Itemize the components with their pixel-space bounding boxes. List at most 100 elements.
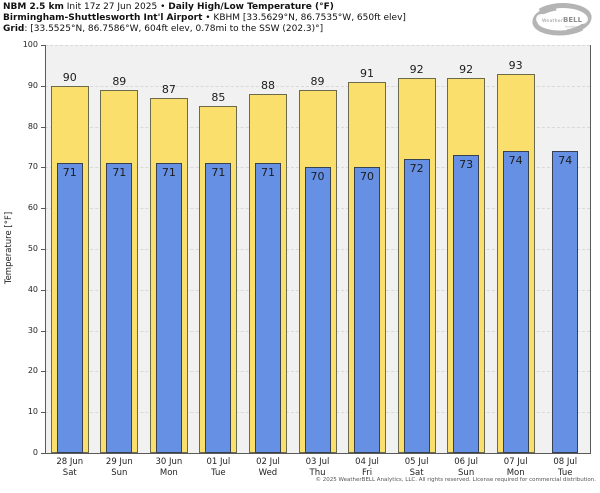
low-value-label: 70 [360, 170, 375, 184]
init-time: Init 17z 27 Jun 2025 • [63, 2, 169, 12]
grid-label: Grid [3, 23, 25, 34]
low-value-label: 70 [310, 170, 325, 184]
low-value-label: 71 [62, 166, 77, 180]
x-axis-line [45, 453, 591, 454]
x-tick-day: Mon [506, 468, 525, 478]
header-line-3: Grid: [33.5525°N, 86.7586°W, 604ft elev,… [3, 24, 406, 35]
x-tick-date: 05 Jul [404, 457, 429, 467]
y-tick-label: 40 [27, 284, 38, 294]
low-value-label: 71 [161, 166, 176, 180]
low-bar [205, 163, 232, 453]
high-value-label: 92 [409, 62, 424, 76]
y-tick-mark [41, 289, 45, 291]
y-tick-label: 70 [27, 162, 38, 172]
chart-header: NBM 2.5 km Init 17z 27 Jun 2025 • Daily … [3, 2, 406, 34]
high-value-label: 89 [112, 74, 127, 88]
y-tick-mark [41, 126, 45, 128]
low-value-label: 71 [112, 166, 127, 180]
x-tick-day: Tue [211, 468, 226, 478]
low-value-label: 72 [409, 162, 424, 176]
low-bar [502, 151, 529, 453]
y-tick-mark [41, 371, 45, 373]
header-line-2: Birmingham-Shuttlesworth Int'l Airport •… [3, 13, 406, 24]
y-tick-mark [41, 208, 45, 210]
high-value-label: 88 [260, 78, 275, 92]
y-tick-mark [41, 453, 45, 454]
low-bar [403, 159, 430, 453]
logo-text-band [536, 14, 588, 24]
station-name: Birmingham-Shuttlesworth Int'l Airport [3, 12, 203, 23]
grid-details: : [33.5525°N, 86.7586°W, 604ft elev, 0.7… [24, 23, 324, 34]
x-tick-day: Tue [557, 468, 573, 478]
y-tick-mark [41, 249, 45, 250]
y-tick-label: 60 [27, 203, 38, 213]
x-tick-date: 08 Jul [553, 457, 578, 467]
product-name: Daily High/Low Temperature (°F) [168, 2, 334, 12]
low-value-label: 74 [558, 154, 573, 168]
x-tick-date: 06 Jul [454, 457, 479, 467]
header-line-1: NBM 2.5 km Init 17z 27 Jun 2025 • Daily … [3, 2, 406, 13]
y-tick-label: 10 [27, 407, 38, 417]
x-tick-day: Sun [458, 468, 475, 478]
x-tick-date: 29 Jun [105, 457, 133, 467]
x-tick-date: 28 Jun [56, 457, 84, 467]
low-bar [453, 155, 480, 453]
x-tick-day: Sun [111, 468, 128, 478]
y-tick-mark [41, 330, 45, 332]
y-tick-label: 100 [22, 40, 38, 49]
y-gridline [45, 85, 590, 87]
high-value-label: 89 [310, 74, 325, 88]
y-tick-mark [41, 412, 45, 414]
x-tick-date: 02 Jul [256, 457, 280, 467]
x-tick-day: Fri [361, 468, 373, 478]
y-tick-label: 20 [27, 366, 38, 376]
x-tick-day: Wed [258, 468, 278, 478]
y-gridline [45, 45, 590, 46]
high-value-label: 85 [211, 91, 226, 105]
x-tick-day: Thu [309, 468, 326, 478]
weatherbell-logo: WeatherBELL Analytics LLC [532, 3, 592, 36]
low-bar [254, 163, 281, 453]
high-value-label: 87 [161, 83, 176, 97]
logo-swirl-bottom [532, 5, 584, 36]
y-tick-mark [41, 85, 45, 87]
low-bar [106, 163, 133, 453]
y-tick-label: 0 [32, 448, 38, 457]
x-tick-date: 07 Jul [503, 457, 528, 467]
station-details: • KBHM [33.5629°N, 86.7535°W, 650ft elev… [202, 12, 406, 23]
low-value-label: 73 [459, 158, 474, 172]
low-value-label: 71 [260, 166, 275, 180]
low-value-label: 71 [211, 166, 226, 180]
right-axis-line [590, 45, 591, 453]
x-tick-day: Mon [159, 468, 178, 478]
low-bar [155, 163, 182, 453]
low-bar [304, 167, 331, 453]
high-value-label: 92 [459, 62, 474, 76]
y-tick-mark [41, 45, 45, 46]
low-bar [354, 167, 381, 453]
y-axis-line [45, 45, 46, 453]
x-tick-date: 04 Jul [355, 457, 379, 467]
y-tick-mark [41, 167, 45, 169]
logo-text: WeatherBELL [542, 16, 583, 24]
high-value-label: 90 [62, 70, 77, 84]
logo-subtext: Analytics LLC [565, 25, 585, 29]
y-tick-label: 80 [27, 121, 38, 131]
y-tick-label: 30 [27, 325, 38, 335]
y-tick-label: 90 [27, 80, 38, 90]
x-tick-date: 30 Jun [155, 457, 183, 467]
high-value-label: 93 [508, 58, 523, 72]
low-bar [56, 163, 83, 453]
x-tick-day: Sat [62, 468, 77, 478]
low-value-label: 74 [508, 154, 523, 168]
x-tick-day: Sat [409, 468, 424, 478]
x-tick-date: 01 Jul [206, 457, 231, 467]
model-name: NBM 2.5 km [3, 2, 64, 12]
y-tick-label: 50 [27, 244, 38, 253]
copyright-notice: © 2025 WeatherBELL Analytics, LLC. All r… [315, 477, 596, 483]
high-value-label: 91 [360, 66, 375, 80]
x-tick-date: 03 Jul [305, 457, 330, 467]
low-bar [552, 151, 579, 453]
